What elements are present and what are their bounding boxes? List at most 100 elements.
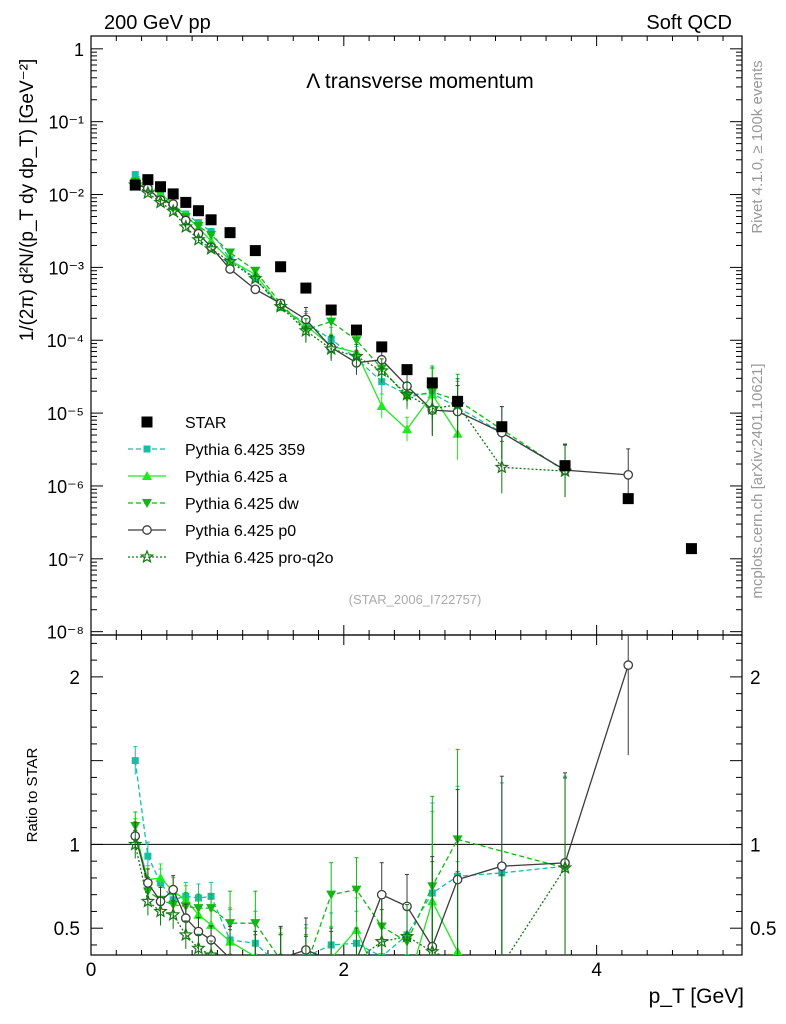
y-tick-label: 10⁻⁶ — [47, 477, 84, 497]
ratio-point-pythia-6-425-a — [276, 960, 286, 969]
series-point-pythia-6-425-pro-q2o — [140, 185, 156, 200]
ratio-point-pythia-6-425-pro-q2o — [127, 836, 143, 851]
ratio-point-pythia-6-425-dw — [326, 890, 337, 900]
series-point-pythia-6-425-dw — [225, 248, 236, 258]
ratio-point-pythia-6-425-pro-q2o — [203, 947, 219, 955]
star-data-point — [350, 324, 362, 336]
star-data-point — [142, 174, 154, 186]
analysis-tag: (STAR_2006_I722757) — [349, 592, 482, 607]
y-axis-label: 1/(2π) d²N/(p_T dy dp_T) [GeV⁻²] — [17, 59, 38, 342]
ratio-point-pythia-6-425-a — [377, 982, 387, 991]
ratio-point-pythia-6-425-359 — [277, 963, 284, 970]
ratio-plot-frame — [90, 634, 743, 956]
star-data-point — [167, 188, 179, 200]
legend-marker-pythia-6-425-dw — [142, 499, 152, 508]
star-data-point — [224, 227, 236, 239]
y-tick-label: 10⁻³ — [48, 258, 84, 278]
series-point-pythia-6-425-pro-q2o — [165, 203, 181, 218]
ratio-point-pythia-6-425-pro-q2o — [496, 959, 507, 970]
ratio-tick-label-right: 0.5 — [750, 919, 776, 940]
series-point-pythia-6-425-a — [206, 236, 217, 246]
series-point-pythia-6-425-dw — [326, 317, 337, 327]
ratio-tick-label: 2 — [69, 668, 80, 689]
ratio-point-pythia-6-425-dw — [276, 956, 286, 965]
y-tick-label: 10⁻² — [48, 186, 84, 206]
ratio-point-pythia-6-425-pro-q2o — [399, 928, 415, 943]
ratio-point-pythia-6-425-pro-q2o — [325, 957, 336, 968]
ratio-tick-label: 1 — [69, 835, 80, 856]
x-tick-label: 0 — [86, 960, 97, 981]
ratio-tick-label-right: 1 — [750, 835, 761, 856]
series-point-pythia-6-425-pro-q2o — [494, 459, 510, 474]
ratio-point-pythia-6-425-359 — [131, 757, 139, 765]
ratio-point-pythia-6-425-pro-q2o — [191, 940, 206, 955]
header-left: 200 GeV pp — [104, 12, 211, 34]
ratio-point-pythia-6-425-pro-q2o — [153, 903, 168, 918]
star-data-point — [559, 460, 571, 472]
star-data-point — [376, 341, 388, 353]
ratio-plot-area — [127, 635, 634, 991]
ratio-point-pythia-6-425-pro-q2o — [300, 962, 311, 973]
y-tick-label: 10⁻⁴ — [47, 331, 84, 351]
x-tick-label: 4 — [591, 960, 602, 981]
series-point-pythia-6-425-pro-q2o — [178, 219, 194, 234]
y-tick-label: 10⁻⁸ — [47, 623, 84, 643]
series-point-pythia-6-425-p0 — [250, 284, 261, 295]
series-point-pythia-6-425-pro-q2o — [349, 348, 364, 363]
legend-label-star: STAR — [185, 415, 226, 432]
main-plot-area — [127, 171, 697, 555]
ratio-tick-label-right: 2 — [750, 668, 761, 689]
ratio-point-pythia-6-425-pro-q2o — [140, 893, 156, 908]
ratio-tick-label: 0.5 — [54, 919, 80, 940]
series-point-pythia-6-425-pro-q2o — [191, 232, 206, 246]
y-tick-label: 10⁻¹ — [48, 113, 84, 133]
ratio-line-pythia-6-425-dw — [134, 825, 566, 955]
series-point-pythia-6-425-p0 — [623, 470, 634, 480]
ratio-y-axis-label: Ratio to STAR — [24, 747, 41, 842]
star-data-point — [426, 377, 438, 389]
series-point-pythia-6-425-a — [376, 401, 387, 411]
ratio-point-pythia-6-425-dw — [225, 919, 236, 929]
chart-title: Λ transverse momentum — [306, 70, 534, 93]
star-data-point — [300, 282, 312, 294]
ratio-point-pythia-6-425-pro-q2o — [557, 860, 573, 875]
ratio-point-pythia-6-425-pro-q2o — [374, 933, 390, 948]
ratio-point-pythia-6-425-p0 — [623, 660, 634, 671]
ratio-point-pythia-6-425-a — [155, 872, 166, 882]
series-point-pythia-6-425-pro-q2o — [153, 194, 168, 209]
star-data-point — [129, 179, 141, 191]
ratio-point-pythia-6-425-pro-q2o — [250, 961, 261, 972]
ratio-point-pythia-6-425-p0 — [327, 956, 335, 964]
series-point-pythia-6-425-a — [402, 424, 413, 434]
legend-marker-pythia-6-425-359 — [143, 445, 151, 453]
x-axis-label: p_T [GeV] — [649, 985, 744, 1008]
legend-marker-pythia-6-425-a — [142, 471, 152, 480]
series-point-pythia-6-425-pro-q2o — [323, 341, 339, 356]
star-data-point — [180, 196, 192, 208]
rivet-label: Rivet 4.1.0, ≥ 100k events — [749, 60, 766, 233]
series-point-pythia-6-425-359 — [131, 171, 139, 179]
ratio-point-pythia-6-425-p0 — [496, 861, 507, 872]
legend-marker-pythia-6-425-p0 — [142, 525, 152, 535]
mcplots-label: mcplots.cern.ch [arXiv:2401.10621] — [749, 363, 766, 598]
star-data-point — [685, 543, 697, 555]
ratio-point-pythia-6-425-pro-q2o — [165, 907, 181, 921]
ratio-line-pythia-6-425-a — [134, 832, 459, 955]
legend-label-pythia-6-425-pro-q2o: Pythia 6.425 pro-q2o — [185, 550, 334, 567]
legend-label-pythia-6-425-a: Pythia 6.425 a — [185, 469, 287, 486]
y-tick-label: 1 — [74, 40, 84, 60]
legend-marker-star — [141, 416, 153, 428]
series-point-pythia-6-425-pro-q2o — [374, 363, 390, 378]
star-data-point — [622, 493, 634, 505]
series-point-pythia-6-425-pro-q2o — [273, 298, 288, 313]
ratio-point-pythia-6-425-p0 — [251, 959, 259, 967]
ratio-point-pythia-6-425-pro-q2o — [229, 954, 231, 955]
legend-marker-pythia-6-425-pro-q2o — [139, 549, 155, 564]
series-point-pythia-6-425-pro-q2o — [399, 386, 415, 401]
series-point-pythia-6-425-pro-q2o — [425, 401, 440, 415]
header-right: Soft QCD — [646, 12, 732, 34]
main-plot-frame — [90, 35, 743, 636]
series-point-pythia-6-425-dw — [193, 221, 204, 231]
star-data-point — [401, 364, 413, 376]
